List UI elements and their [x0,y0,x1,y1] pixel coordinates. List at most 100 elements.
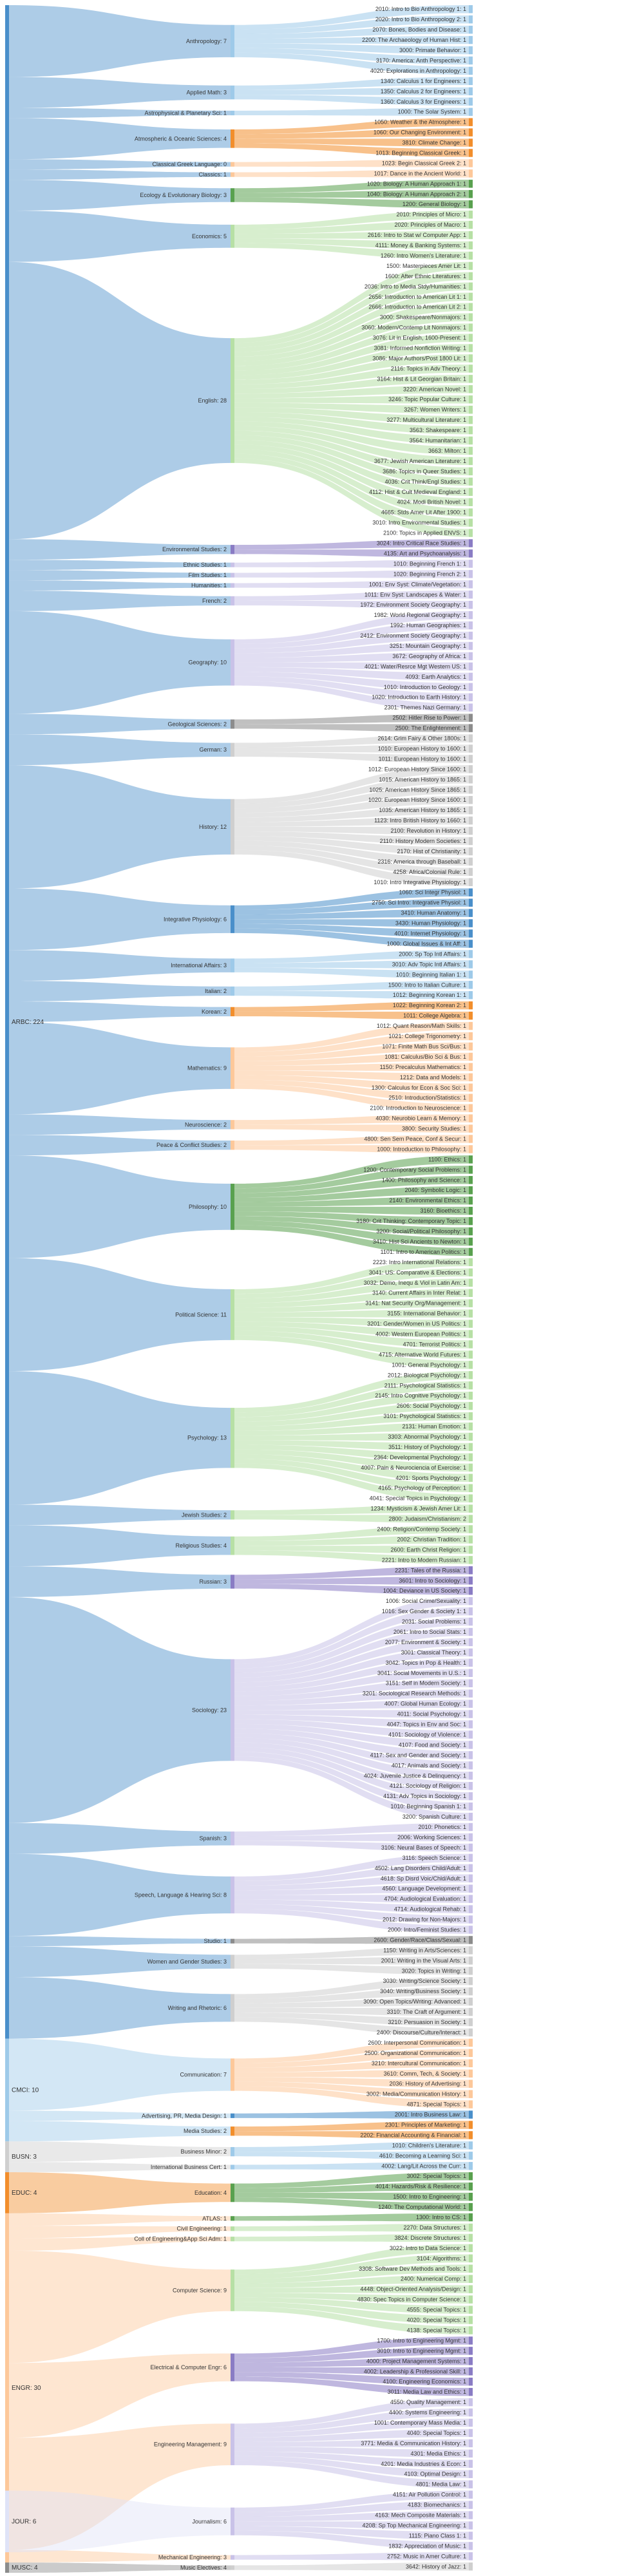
link-education-4-course-213 [234,2192,469,2201]
course-label-46: 4036: Crit Think/Engl Studies: 1 [385,478,466,485]
course-node-211 [469,2172,473,2181]
course-node-128 [469,1320,473,1328]
course-node-24 [469,251,473,260]
department-node-atmospheric-oceanic-sciences-4 [231,129,234,148]
course-label-1: 2020: Intro to Bio Anthropology 2: 1 [375,16,466,23]
course-node-124 [469,1278,473,1287]
course-label-120: 3410: Hist Sci Ancients to Newton: 1 [373,1238,466,1245]
course-node-224 [469,2306,473,2314]
link-philosophy-10-course-121 [234,1225,469,1256]
course-node-18 [469,190,473,198]
course-node-181 [469,1864,473,1873]
course-node-26 [469,272,473,281]
course-node-57 [469,591,473,599]
link-women-and-gender-studies-3-course-191 [234,1964,469,1975]
course-label-181: 4502: Lang Disorders Child/Adult: 1 [375,1865,466,1871]
course-node-16 [469,169,473,178]
course-label-129: 4002: Western European Politics: 1 [375,1331,466,1338]
course-node-134 [469,1381,473,1390]
department-node-political-science-11 [231,1289,234,1340]
course-label-165: 4007: Global Human Ecology: 1 [384,1701,466,1707]
course-label-141: 2364: Developmental Psychology: 1 [374,1454,466,1461]
link-german-3-course-72 [234,744,469,753]
link-engineering-management-9-course-235 [234,2418,469,2438]
link-english-28-course-49 [234,449,469,516]
course-node-175 [469,1802,473,1811]
link-arbc-224-integrative-physiology-6 [9,888,231,951]
course-node-237 [469,2439,473,2448]
link-psychology-13-course-137 [234,1412,469,1431]
course-node-221 [469,2275,473,2283]
course-label-35: 2116: Topics in Adv Theory: 1 [391,365,466,372]
course-node-207 [469,2131,473,2139]
course-label-125: 3140: Current Affairs in Inter Relat: 1 [372,1290,466,1296]
link-journalism-6-course-246 [234,2526,469,2540]
department-label-astrophysical-planetary-sci-1: Astrophysical & Planetary Sci: 1 [144,109,227,116]
link-sociology-23-course-160 [234,1648,469,1687]
department-node-film-studies-1 [231,573,234,578]
course-label-119: 3200: Social/Political Philosophy: 1 [376,1228,466,1235]
department-label-media-studies-2: Media Studies: 2 [184,2128,227,2134]
link-english-28-course-27 [234,282,469,352]
course-node-219 [469,2254,473,2263]
course-node-75 [469,775,473,784]
course-label-164: 3201: Sociological Research Methods: 1 [363,1690,466,1697]
link-political-science-11-course-131 [234,1331,469,1359]
department-label-peace-conflict-studies-2: Peace & Conflict Studies: 2 [156,1142,227,1148]
course-node-65 [469,672,473,681]
link-political-science-11-course-126 [234,1299,469,1312]
course-label-187: 2000: Intro/Feminist Studies: 1 [388,1926,466,1933]
course-label-18: 1040: Biology: A Human Approach 2: 1 [367,191,466,197]
course-label-73: 1011: European History to 1600: 1 [379,755,466,762]
course-node-184 [469,1895,473,1903]
course-label-69: 2502: Hitler Rise to Power: 1 [392,715,466,721]
course-label-226: 4138: Special Topics: 1 [407,2327,466,2333]
course-node-210 [469,2162,473,2170]
course-node-182 [469,1874,473,1882]
course-label-203: 3002: Media/Communication History: 1 [366,2091,466,2098]
course-node-111 [469,1145,473,1153]
course-node-163 [469,1679,473,1687]
course-node-249 [469,2562,473,2571]
course-node-167 [469,1720,473,1728]
department-label-ecology-evolutionary-biology-3: Ecology & Evolutionary Biology: 3 [140,192,227,198]
link-integrative-physiology-6-course-88 [234,909,469,920]
link-english-28-course-38 [234,395,469,404]
department-label-english-28: English: 28 [198,397,227,404]
course-node-31 [469,323,473,332]
link-geography-10-course-64 [234,662,469,671]
link-journalism-6-course-247 [234,2530,469,2550]
link-integrative-physiology-6-course-91 [234,928,469,948]
course-node-99 [469,1021,473,1030]
link-english-28-course-44 [234,426,469,466]
course-label-198: 2600: Interpersonal Communication: 1 [368,2040,466,2046]
nodes-layer [5,5,473,2573]
course-node-63 [469,652,473,661]
course-node-232 [469,2387,473,2396]
course-label-154: 1004: Deviance in US Society: 1 [383,1587,466,1594]
course-label-68: 2301: Themes Nazi Germany: 1 [384,705,466,711]
link-arbc-224-neuroscience-2 [9,1114,231,1135]
course-node-25 [469,261,473,270]
course-label-239: 4201: Media Industries & Econ: 1 [381,2461,466,2467]
link-writing-and-rhetoric-6-course-197 [234,2017,469,2037]
link-ecology-evolutionary-biology-3-course-17 [234,180,469,193]
course-label-58: 1972: Environment Society Geography: 1 [360,601,466,608]
course-label-21: 2020: Principles of Macro: 1 [394,222,466,228]
course-node-147 [469,1515,473,1523]
link-arbc-224-environmental-studies-2 [9,539,231,560]
course-label-134: 2111: Psychological Statistics: 1 [384,1382,466,1388]
college-label-cmci-10: CMCI: 10 [12,2087,39,2094]
course-label-31: 3060: Modern/Contemp Lit Nonmajors: 1 [361,325,466,331]
course-label-116: 2140: Environmental Ethics: 1 [389,1197,466,1204]
course-node-79 [469,816,473,825]
department-label-french-2: French: 2 [202,598,227,604]
link-engineering-management-9-course-238 [234,2447,469,2458]
course-node-45 [469,467,473,476]
course-node-81 [469,837,473,846]
department-node-education-4 [231,2183,234,2202]
link-cmci-10-media-studies-2 [9,2121,231,2142]
course-label-99: 1012: Quant Reason/Math Skills: 1 [377,1023,466,1029]
course-label-151: 2221: Intro to Modern Russian: 1 [382,1557,466,1563]
department-label-electrical-computer-engr-6: Electrical & Computer Engr: 6 [150,2364,227,2371]
